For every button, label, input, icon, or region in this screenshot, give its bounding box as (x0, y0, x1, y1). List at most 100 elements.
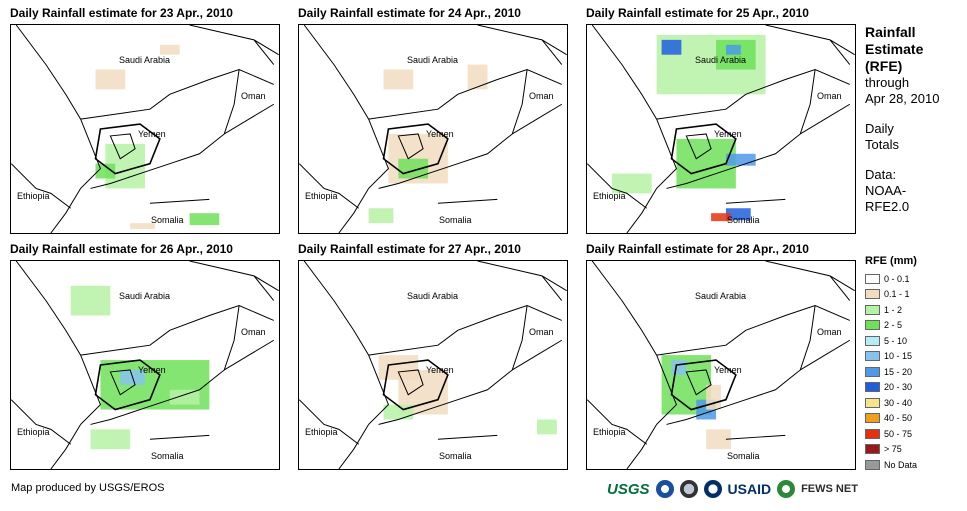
panel-title: Daily Rainfall estimate for 23 Apr., 201… (10, 6, 233, 20)
oman-border (799, 103, 851, 135)
fews-net-logo: FEWS NET (801, 483, 858, 495)
island-line (149, 434, 210, 440)
legend-swatch (865, 366, 880, 377)
info-title-line2: Estimate (865, 41, 924, 57)
oman-border (765, 261, 855, 301)
country-label-oman: Oman (817, 91, 842, 101)
yemen-border (90, 305, 240, 425)
africa-coast (11, 163, 72, 209)
rainfall-area (725, 153, 756, 166)
legend-label: 15 - 20 (884, 366, 913, 377)
rainfall-area (725, 44, 741, 55)
credit-text: Map produced by USGS/EROS (11, 482, 165, 494)
legend-item: 1 - 2 (865, 302, 917, 318)
legend-swatch (865, 273, 880, 284)
legend-swatch (865, 413, 880, 424)
panel-title: Daily Rainfall estimate for 26 Apr., 201… (10, 242, 233, 256)
info-through: through (865, 75, 910, 90)
country-label-ethiopia: Ethiopia (593, 191, 626, 201)
rainfall-map: Saudi Arabia Oman Yemen Ethiopia Somalia (10, 24, 280, 234)
rainfall-area (706, 384, 721, 410)
yemen-governorates (382, 123, 449, 175)
rainfall-area (711, 213, 731, 222)
legend-item: 20 - 30 (865, 380, 917, 396)
map-info: Rainfall Estimate (RFE) through Apr 28, … (865, 24, 965, 215)
rainfall-area (159, 44, 180, 55)
oman-border (511, 103, 563, 135)
country-label-somalia: Somalia (439, 215, 472, 225)
legend-item: 40 - 50 (865, 411, 917, 427)
africa-coast (11, 399, 72, 445)
map-canvas (587, 25, 855, 233)
saudi-border (80, 305, 274, 356)
country-label-yemen: Yemen (714, 129, 742, 139)
legend-swatch (865, 289, 880, 300)
rainfall-area (70, 285, 111, 316)
yemen-governorates (94, 123, 161, 175)
rainfall-area (95, 69, 126, 90)
rainfall-area (706, 429, 731, 450)
africa-coast (587, 163, 648, 209)
africa-coast (299, 163, 360, 209)
info-date: Apr 28, 2010 (865, 91, 940, 106)
country-label-ethiopia: Ethiopia (17, 427, 50, 437)
info-title-line3: (RFE) (865, 58, 903, 74)
country-label-yemen: Yemen (426, 365, 454, 375)
country-label-ethiopia: Ethiopia (305, 427, 338, 437)
country-label-yemen: Yemen (426, 129, 454, 139)
island-line (149, 198, 210, 204)
rainfall-map: Saudi Arabia Oman Yemen Ethiopia Somalia (298, 24, 568, 234)
rainfall-area (467, 64, 488, 90)
yemen-governorates (382, 359, 449, 411)
yemen-border (378, 69, 528, 189)
legend-label: 1 - 2 (884, 304, 903, 315)
rainfall-area (612, 173, 652, 194)
legend-item: 15 - 20 (865, 364, 917, 380)
coast-line (591, 261, 678, 469)
yemen-governorates (670, 123, 737, 175)
rainfall-area (169, 389, 200, 405)
legend: RFE (mm) 0 - 0.1 0.1 - 1 1 - 2 2 - 5 5 - 10 1… (865, 255, 917, 473)
legend-label: 50 - 75 (884, 428, 913, 439)
panel-title: Daily Rainfall estimate for 28 Apr., 201… (586, 242, 809, 256)
saudi-border (80, 69, 274, 120)
legend-swatch (865, 382, 880, 393)
legend-swatch (865, 320, 880, 331)
governorate-line (685, 369, 712, 396)
country-label-somalia: Somalia (151, 451, 184, 461)
noaa-logo-icon (655, 480, 674, 498)
country-label-oman: Oman (817, 327, 842, 337)
legend-item: 0 - 0.1 (865, 271, 917, 287)
oman-border (189, 261, 279, 301)
country-label-saudi: Saudi Arabia (695, 291, 747, 301)
info-data: Data: (865, 167, 897, 182)
oman-border (765, 25, 855, 65)
info-title-line1: Rainfall (865, 24, 916, 40)
coast-line (303, 261, 390, 469)
island-line (437, 434, 498, 440)
panel-title: Daily Rainfall estimate for 25 Apr., 201… (586, 6, 809, 20)
legend-label: No Data (884, 459, 918, 470)
legend-swatch (865, 444, 880, 455)
governorate-line (397, 369, 424, 396)
rainfall-area (537, 419, 557, 435)
legend-item: 50 - 75 (865, 426, 917, 442)
country-label-somalia: Somalia (727, 451, 760, 461)
legend-item: No Data (865, 457, 917, 473)
island-line (725, 198, 786, 204)
rainfall-area (189, 213, 220, 226)
saudi-border (656, 305, 850, 356)
yemen-governorates (670, 359, 737, 411)
yemen-border (666, 305, 816, 425)
legend-swatch (865, 351, 880, 362)
saudi-border (368, 305, 562, 356)
map-canvas (587, 261, 855, 469)
panel-title: Daily Rainfall estimate for 24 Apr., 201… (298, 6, 521, 20)
legend-item: 5 - 10 (865, 333, 917, 349)
oman-border (477, 25, 567, 65)
legend-label: 0.1 - 1 (884, 289, 910, 300)
coast-line (15, 25, 102, 233)
saudi-border (656, 69, 850, 120)
yemen-border (666, 69, 816, 189)
legend-swatch (865, 459, 880, 470)
